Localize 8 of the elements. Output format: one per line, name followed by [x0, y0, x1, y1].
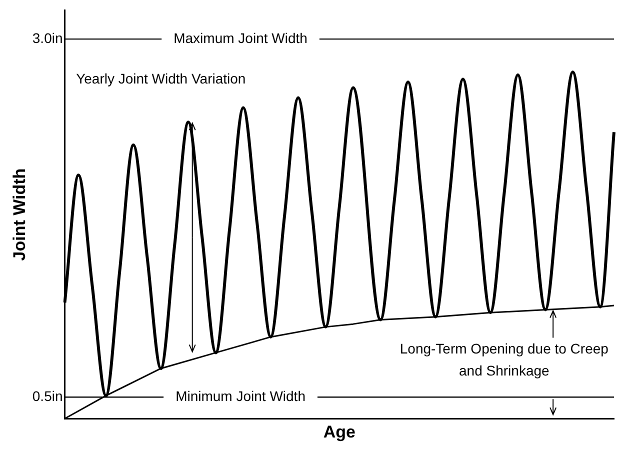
ref-line-label: Minimum Joint Width	[176, 388, 306, 404]
y-axis-title: Joint Width	[10, 168, 29, 261]
annotation: Long-Term Opening due to Creep and Shrinkage	[400, 340, 609, 379]
y-tick-label: 0.5in	[32, 388, 63, 404]
annotation: Yearly Joint Width Variation	[76, 70, 246, 87]
y-tick-label: 3.0in	[32, 30, 63, 46]
x-axis-title: Age	[323, 422, 356, 442]
ref-line-label: Maximum Joint Width	[174, 30, 308, 46]
